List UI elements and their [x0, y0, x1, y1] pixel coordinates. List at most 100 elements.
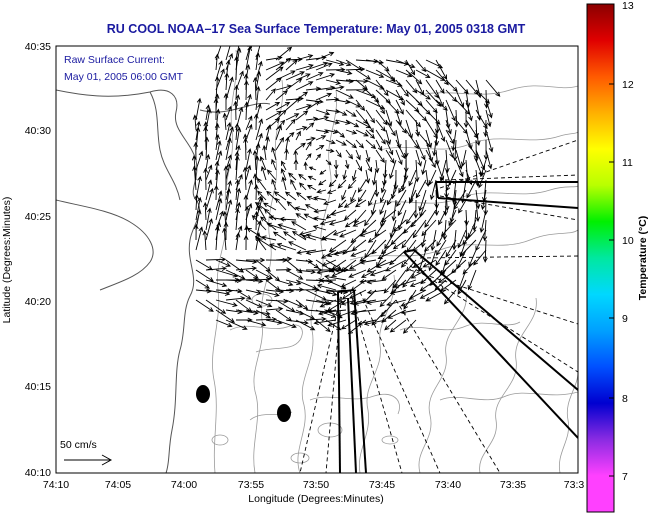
bathymetry-contour: [211, 434, 229, 446]
current-vector: [425, 119, 438, 139]
current-vector: [192, 114, 198, 131]
current-vector: [403, 219, 417, 234]
current-vector: [384, 319, 397, 331]
current-vector: [326, 189, 337, 195]
current-vector: [380, 179, 387, 194]
colorbar-tick-label: 10: [622, 235, 634, 247]
current-vector: [335, 69, 353, 76]
current-vector: [255, 316, 278, 322]
current-vector: [306, 195, 317, 201]
current-vector: [234, 122, 240, 141]
current-vector: [325, 97, 340, 102]
current-vector: [325, 259, 342, 270]
current-vector: [262, 144, 267, 161]
current-vector: [313, 216, 327, 221]
current-vector: [275, 109, 287, 121]
current-vector: [202, 230, 208, 251]
current-vector: [205, 107, 212, 131]
current-vector: [445, 79, 458, 92]
current-vector: [315, 51, 335, 61]
current-vector: [279, 216, 297, 222]
coastline: [56, 199, 154, 291]
current-vector: [315, 62, 333, 71]
current-vector: [425, 149, 436, 169]
current-vector: [454, 109, 460, 128]
current-vector: [335, 149, 342, 158]
current-vector: [234, 55, 239, 81]
current-vector: [355, 99, 366, 112]
current-vector: [194, 193, 200, 211]
current-vector: [215, 288, 233, 294]
current-vector: [265, 77, 282, 91]
current-vector: [335, 139, 347, 146]
current-vector: [457, 269, 467, 291]
current-vector: [308, 166, 317, 171]
current-vector: [367, 229, 387, 243]
current-vector: [345, 99, 362, 108]
current-vector: [245, 309, 271, 316]
current-vector: [345, 109, 357, 117]
current-vector: [285, 59, 298, 71]
map-content: [56, 46, 578, 473]
current-vector: [235, 187, 242, 211]
coverage-boundary: [435, 181, 439, 199]
x-axis-label: Longitude (Degrees:Minutes): [248, 493, 383, 505]
current-vector: [214, 53, 220, 71]
current-vector: [315, 129, 330, 134]
bathymetry-contour: [399, 321, 521, 331]
current-vector: [266, 222, 287, 231]
current-vector: [395, 119, 407, 134]
current-vector: [265, 66, 284, 81]
current-vector: [295, 63, 314, 71]
current-vector: [331, 269, 347, 277]
bathymetry-contour: [349, 229, 578, 261]
current-vector: [379, 189, 387, 204]
current-vector: [205, 266, 227, 271]
current-vector: [434, 199, 439, 217]
current-vector: [195, 299, 214, 312]
x-tick-label: 74:00: [171, 479, 197, 491]
current-vector: [485, 129, 494, 153]
current-vector: [224, 72, 230, 91]
inset-label-2: May 01, 2005 06:00 GMT: [64, 71, 184, 83]
current-vector: [405, 209, 417, 225]
current-vector: [345, 139, 357, 149]
current-vector: [213, 97, 219, 121]
current-vector: [235, 178, 240, 201]
current-vector: [225, 137, 232, 161]
current-vector: [235, 289, 252, 300]
current-vector: [245, 319, 267, 327]
current-vector: [355, 159, 363, 172]
current-vector: [345, 119, 360, 128]
current-vector: [365, 169, 371, 184]
current-vector: [375, 119, 386, 132]
current-vector: [260, 165, 267, 181]
current-vector: [419, 279, 437, 292]
current-vector: [438, 209, 447, 226]
current-vector: [284, 148, 289, 161]
current-vector: [325, 59, 345, 67]
current-vector: [415, 59, 427, 73]
current-vector: [351, 169, 357, 182]
current-vector: [424, 209, 437, 228]
current-vector: [355, 149, 361, 161]
current-vector: [375, 79, 389, 97]
current-vector: [255, 289, 280, 297]
current-vector: [272, 231, 287, 241]
current-vector: [293, 158, 299, 171]
current-vector: [412, 259, 427, 268]
current-vector: [337, 199, 347, 209]
current-vector: [313, 319, 337, 326]
current-vector: [195, 126, 201, 151]
current-vector: [458, 199, 467, 214]
current-vector: [352, 309, 377, 315]
current-vector: [330, 209, 347, 216]
current-vector: [405, 259, 417, 272]
current-vector: [281, 160, 287, 171]
current-vector: [225, 121, 232, 141]
current-vector: [405, 99, 420, 113]
current-vector: [324, 274, 347, 281]
current-vector: [468, 249, 477, 268]
current-vector: [385, 119, 396, 137]
current-vector: [284, 191, 297, 201]
